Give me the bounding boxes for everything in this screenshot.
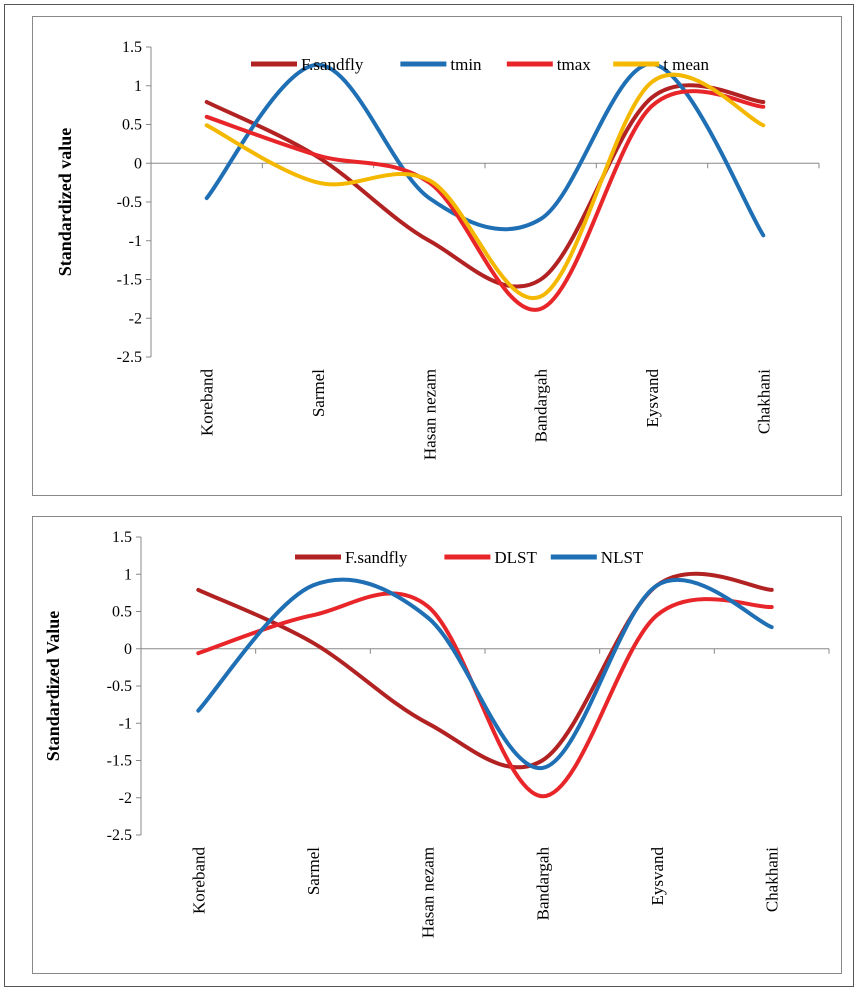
y-axis-title: Standardized Value: [43, 611, 63, 762]
category-label: Eysvand: [648, 847, 667, 906]
series-line-tmin: [204, 61, 766, 238]
category-label: Hasan nezam: [420, 369, 439, 460]
y-tick-label: -1: [119, 715, 132, 732]
y-tick-label: 0.5: [122, 117, 142, 134]
category-label: Chakhani: [754, 369, 773, 434]
legend-label-tmin: tmin: [450, 55, 482, 74]
y-tick-label: -2.5: [117, 349, 142, 366]
category-label: Koreband: [189, 847, 208, 915]
y-tick-label: -1.5: [107, 753, 132, 770]
chart-lst: 1.5 1 0.5 0 -0.5 -1 -1.5 -2 -2.5 Koreband Sarmel Ha…: [32, 516, 842, 974]
chart-svg: 1.5 1 0.5 0 -0.5 -1 -1.5 -2 -2.5 Koreband Sarmel Ha…: [43, 529, 830, 938]
y-tick-label: 1: [134, 78, 142, 95]
category-label: Bandargah: [532, 369, 551, 443]
category-label: Hasan nezam: [419, 847, 438, 938]
y-tick-label: 0: [124, 641, 132, 658]
legend-label-nlst: NLST: [601, 548, 644, 567]
y-tick-label: 1.5: [122, 39, 142, 56]
legend-label-dlst: DLST: [494, 548, 537, 567]
y-tick-label: 0: [134, 155, 142, 172]
figure-frame: [4, 4, 854, 987]
legend-label-tmax: tmax: [557, 55, 591, 74]
category-label: Bandargah: [533, 847, 552, 921]
series-line-dlst: [196, 591, 774, 799]
y-tick-label: -2: [129, 310, 142, 327]
y-tick-label: -0.5: [117, 194, 142, 211]
category-label: Eysvand: [643, 369, 662, 428]
legend-label-f-sandfly: F.sandfly: [301, 55, 364, 74]
y-tick-label: -2.5: [107, 827, 132, 844]
y-tick-label: -1: [129, 233, 142, 250]
category-label: Koreband: [198, 369, 217, 437]
legend-label-f-sandfly: F.sandfly: [345, 548, 408, 567]
y-tick-label: 0.5: [112, 604, 132, 621]
legend-label-t-mean: t mean: [663, 55, 709, 74]
series-line-nlst: [196, 577, 774, 771]
category-label: Chakhani: [763, 847, 782, 912]
series-line-tmax: [204, 89, 766, 312]
y-tick-label: 1: [124, 566, 132, 583]
y-tick-label: 1.5: [112, 529, 132, 546]
category-label: Sarmel: [309, 369, 328, 417]
y-tick-label: -0.5: [107, 678, 132, 695]
y-tick-label: -2: [119, 790, 132, 807]
category-label: Sarmel: [304, 847, 323, 895]
y-axis-title: Standardized value: [55, 128, 75, 277]
series-line-t-mean: [204, 72, 766, 301]
chart-svg: 1.5 1 0.5 0 -0.5 -1 -1.5 -2 -2.5 Koreband Sarmel Ha…: [55, 39, 820, 460]
chart-temperature: 1.5 1 0.5 0 -0.5 -1 -1.5 -2 -2.5 Koreband Sarmel Ha…: [32, 16, 842, 496]
y-tick-label: -1.5: [117, 272, 142, 289]
